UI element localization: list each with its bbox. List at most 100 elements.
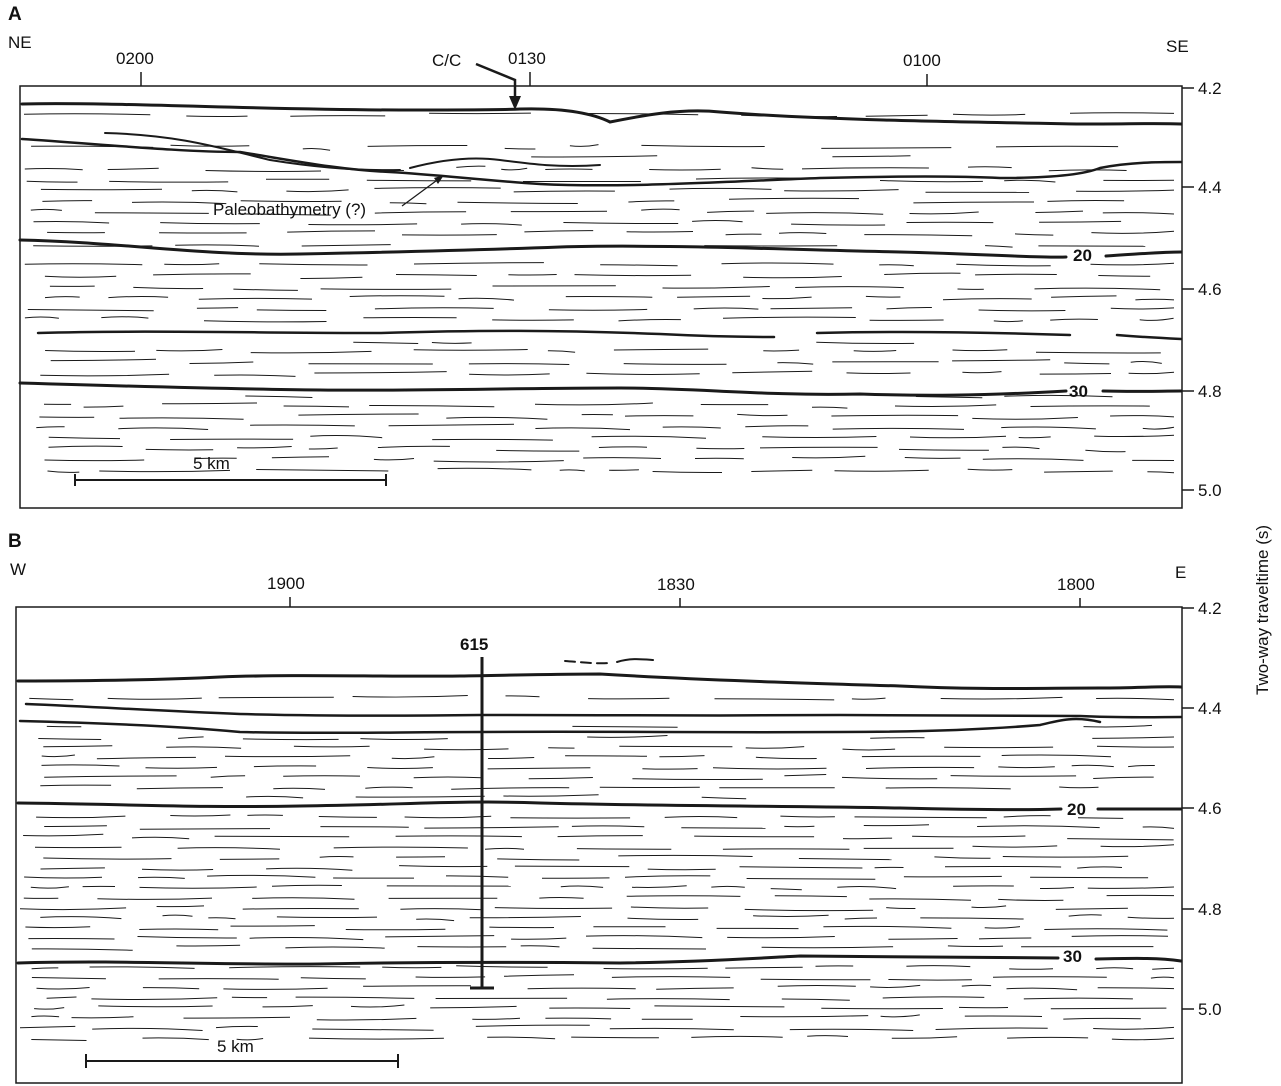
thin-reflector [41,764,120,767]
thin-reflector [821,1007,943,1010]
thin-reflector [1085,449,1126,453]
thin-reflector [236,1038,264,1041]
thin-reflector [801,167,929,170]
thin-reflector [737,413,788,417]
thin-reflector [535,427,631,431]
thin-reflector [382,966,442,969]
thin-reflector [98,1005,213,1008]
thin-reflector [565,296,653,298]
thin-reflector [431,342,472,344]
thin-reflector [46,996,77,999]
thin-reflector [83,405,124,408]
thin-reflector [295,996,415,999]
thin-reflector [47,470,80,473]
thin-reflector [1059,786,1099,789]
thin-reflector [520,945,560,948]
thin-reflector [563,222,679,225]
thin-reflector [1092,736,1175,739]
thin-reflector [913,201,1035,204]
thin-reflector [1087,886,1175,889]
panel-b-shotpoint-label: 1830 [657,575,695,594]
thin-reflector [664,816,738,819]
thin-reflector [183,1016,291,1019]
thin-reflector [870,984,921,988]
thin-reflector [1047,199,1125,202]
thin-reflector [413,262,544,265]
thin-reflector [879,180,983,183]
thin-reflector [48,436,121,440]
thin-reflector [656,987,734,990]
thin-reflector [1150,976,1175,979]
panel-b-time-label: 4.6 [1198,799,1222,818]
thin-reflector [1097,987,1175,990]
thin-reflector [1030,405,1150,407]
thin-reflector [353,341,419,344]
thin-reflector [545,1017,612,1020]
thin-reflector [99,469,231,473]
thin-reflector [360,738,448,741]
thin-reflector [641,144,765,148]
thin-reflector [333,846,468,849]
thin-reflector [1152,967,1175,970]
thin-reflector [854,816,987,819]
thin-reflector [469,373,550,376]
panel-b-letter: B [8,531,22,552]
panel-a-horizon-label: 20 [1073,246,1092,265]
thin-reflector [300,977,366,980]
axis-title: Two-way traveltime (s) [1253,525,1272,695]
thin-reflector [770,888,802,891]
thin-reflector [1135,298,1175,301]
thin-reflector [770,307,853,310]
thin-reflector [837,886,897,890]
thin-reflector [92,1027,203,1031]
thin-reflector [642,768,698,770]
thin-reflector [774,895,847,898]
thin-reflector [145,448,214,451]
thin-reflector [162,914,193,917]
thin-reflector [1110,415,1175,418]
thin-reflector [967,166,1012,169]
thin-reflector [484,847,525,850]
thin-reflector [189,361,254,364]
thin-reflector [842,837,893,840]
thin-reflector [432,438,553,441]
thin-reflector [395,835,522,838]
thin-reflector [984,926,1021,929]
thin-reflector [978,309,1066,312]
thin-reflector [1063,1017,1141,1020]
thin-reflector [947,945,1004,948]
thin-reflector [759,446,878,449]
thin-reflector [374,187,501,189]
panel-a-thin-reflectors [23,112,1175,474]
thin-reflector [24,263,143,266]
thin-reflector [156,905,205,908]
thin-reflector [1007,1036,1089,1039]
thin-reflector [456,965,548,968]
thin-reflector [906,965,971,968]
thin-reflector [888,938,958,940]
thin-reflector [588,697,670,700]
thin-reflector [760,978,871,981]
thin-reflector [31,1039,87,1041]
thin-reflector [1091,230,1175,234]
thin-reflector [413,349,528,351]
panel-b-horizon-30 [1094,956,1183,963]
thin-reflector [909,211,979,215]
thin-reflector [869,898,972,901]
thin-reflector [203,320,327,323]
thin-reflector [1048,169,1127,172]
thin-reflector [1090,262,1175,266]
thin-reflector [870,737,925,739]
thin-reflector [513,190,615,193]
thin-reflector [139,828,271,830]
thin-reflector [863,824,930,827]
thin-reflector [19,1025,76,1029]
thin-reflector [1102,212,1175,215]
thin-reflector [618,854,753,857]
thin-reflector [619,745,733,748]
thin-reflector [781,998,850,1001]
thin-reflector [763,349,800,352]
thin-reflector [632,778,763,781]
thin-reflector [285,946,385,949]
thin-reflector [885,787,1011,790]
